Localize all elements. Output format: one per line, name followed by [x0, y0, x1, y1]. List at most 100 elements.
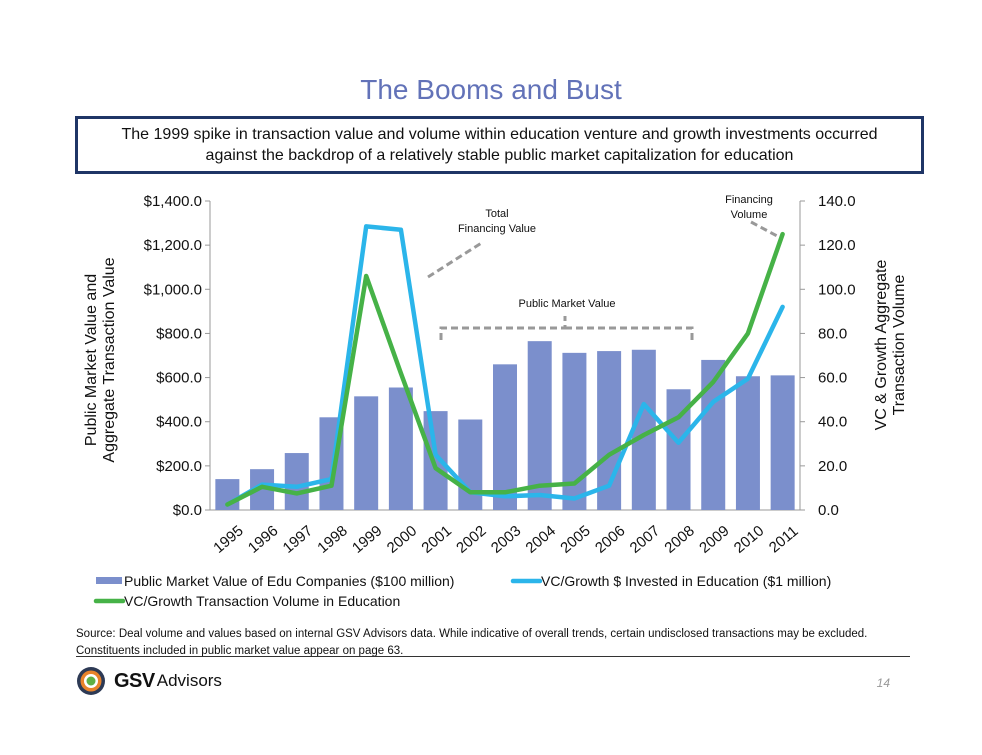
right-tick-label: 100.0 — [818, 281, 856, 298]
line-point — [434, 466, 438, 470]
right-tick-label: 20.0 — [818, 458, 847, 475]
left-tick-label: $600.0 — [156, 370, 202, 387]
right-axis-title-line: VC & Growth Aggregate — [873, 260, 890, 431]
bar — [770, 375, 795, 510]
line-point — [746, 331, 750, 335]
x-tick-label: 2009 — [696, 522, 732, 556]
right-tick-label: 40.0 — [818, 414, 847, 431]
x-tick-label: 2005 — [557, 522, 593, 556]
line-point — [225, 502, 229, 506]
left-axis-title: Public Market Value andAggregate Transac… — [83, 257, 118, 462]
bar — [354, 396, 379, 510]
x-tick-label: 2002 — [453, 522, 489, 556]
annotation-arrow — [427, 240, 484, 279]
right-tick-label: 120.0 — [818, 237, 856, 254]
x-tick-label: 1998 — [314, 522, 350, 556]
logo-wordmark-bold: GSV — [114, 669, 155, 692]
left-tick-label: $200.0 — [156, 458, 202, 475]
annotation-financing-volume: Financing Volume — [725, 194, 773, 221]
right-tick-label: 80.0 — [818, 325, 847, 342]
line-point — [677, 415, 681, 419]
left-tick-label: $1,000.0 — [144, 281, 202, 298]
x-tick-label: 2000 — [384, 522, 420, 556]
line-point — [746, 377, 750, 381]
annotation-line: Financing — [725, 194, 773, 206]
line-point — [711, 400, 715, 404]
x-tick-label: 2001 — [418, 522, 454, 556]
right-tick-label: 140.0 — [818, 193, 856, 210]
left-axis-title-line: Aggregate Transaction Value — [101, 257, 118, 462]
right-tick-label: 60.0 — [818, 370, 847, 387]
line-point — [364, 274, 368, 278]
annotation-line: Volume — [731, 209, 768, 221]
line-point — [295, 491, 299, 495]
line-point — [503, 494, 507, 498]
right-axis-title-line: Transaction Volume — [891, 274, 908, 415]
line-point — [260, 485, 264, 489]
legend-label: VC/Growth $ Invested in Education ($1 mi… — [541, 573, 831, 589]
line-point — [434, 453, 438, 457]
summary-text: The 1999 spike in transaction value and … — [121, 126, 878, 164]
line-point — [538, 484, 542, 488]
x-tick-label: 1999 — [349, 522, 385, 556]
line-point — [642, 433, 646, 437]
left-axis-title-line: Public Market Value and — [83, 274, 100, 446]
summary-box: The 1999 spike in transaction value and … — [75, 116, 924, 174]
line-point — [538, 493, 542, 497]
left-tick-label: $1,200.0 — [144, 237, 202, 254]
x-tick-label: 1996 — [245, 522, 281, 556]
x-tick-label: 2007 — [627, 522, 663, 556]
combo-chart: $0.0 $200.0 $400.0 $600.0 $800.0 $1,000.0 $1,2… — [83, 193, 908, 609]
annotation-line: Financing Value — [458, 223, 536, 235]
gsv-logo: GSV Advisors — [76, 666, 222, 696]
legend-swatch-bar — [96, 577, 122, 584]
bar — [735, 376, 760, 510]
line-point — [468, 490, 472, 494]
line-point — [572, 482, 576, 486]
bar — [527, 341, 552, 510]
page-number: 14 — [876, 676, 890, 690]
x-tick-label: 2003 — [488, 522, 524, 556]
annotation-bracket — [439, 316, 694, 340]
x-tick-label: 2006 — [592, 522, 628, 556]
source-note: Source: Deal volume and values based on … — [76, 628, 868, 657]
footer-divider — [76, 656, 910, 657]
line-point — [399, 228, 403, 232]
x-tick-label: 1995 — [210, 522, 246, 556]
right-tick-label: 0.0 — [818, 502, 839, 519]
right-axis-title: VC & Growth AggregateTransaction Volume — [873, 260, 908, 431]
line-point — [295, 485, 299, 489]
line-point — [572, 497, 576, 501]
left-tick-label: $1,400.0 — [144, 193, 202, 210]
line-point — [711, 380, 715, 384]
logo-wordmark: Advisors — [156, 671, 222, 690]
line-point — [607, 453, 611, 457]
line-point — [329, 484, 333, 488]
x-tick-label: 2008 — [661, 522, 697, 556]
x-tick-label: 2010 — [731, 522, 767, 556]
bar — [562, 352, 587, 510]
left-tick-label: $400.0 — [156, 414, 202, 431]
bar — [284, 453, 309, 510]
line-point — [364, 224, 368, 228]
line-point — [503, 490, 507, 494]
gsv-logo-icon — [77, 667, 105, 695]
x-tick-label: 1997 — [280, 522, 316, 556]
bar — [458, 419, 483, 510]
annotation-public-market-value: Public Market Value — [518, 298, 615, 310]
left-tick-label: $0.0 — [173, 502, 202, 519]
annotation-arrow — [750, 220, 780, 239]
line-point — [399, 371, 403, 375]
left-tick-label: $800.0 — [156, 325, 202, 342]
bar — [493, 364, 517, 510]
annotation-total-financing-value: Total Financing Value — [458, 208, 536, 235]
line-point — [642, 402, 646, 406]
line-point — [607, 484, 611, 488]
x-tick-label: 2004 — [523, 522, 559, 556]
legend-label: VC/Growth Transaction Volume in Educatio… — [124, 593, 400, 609]
legend-label: Public Market Value of Edu Companies ($1… — [124, 573, 454, 589]
page-title: The Booms and Bust — [360, 74, 622, 105]
annotation-line: Total — [485, 208, 508, 220]
line-point — [781, 305, 785, 309]
line-point — [677, 441, 681, 445]
